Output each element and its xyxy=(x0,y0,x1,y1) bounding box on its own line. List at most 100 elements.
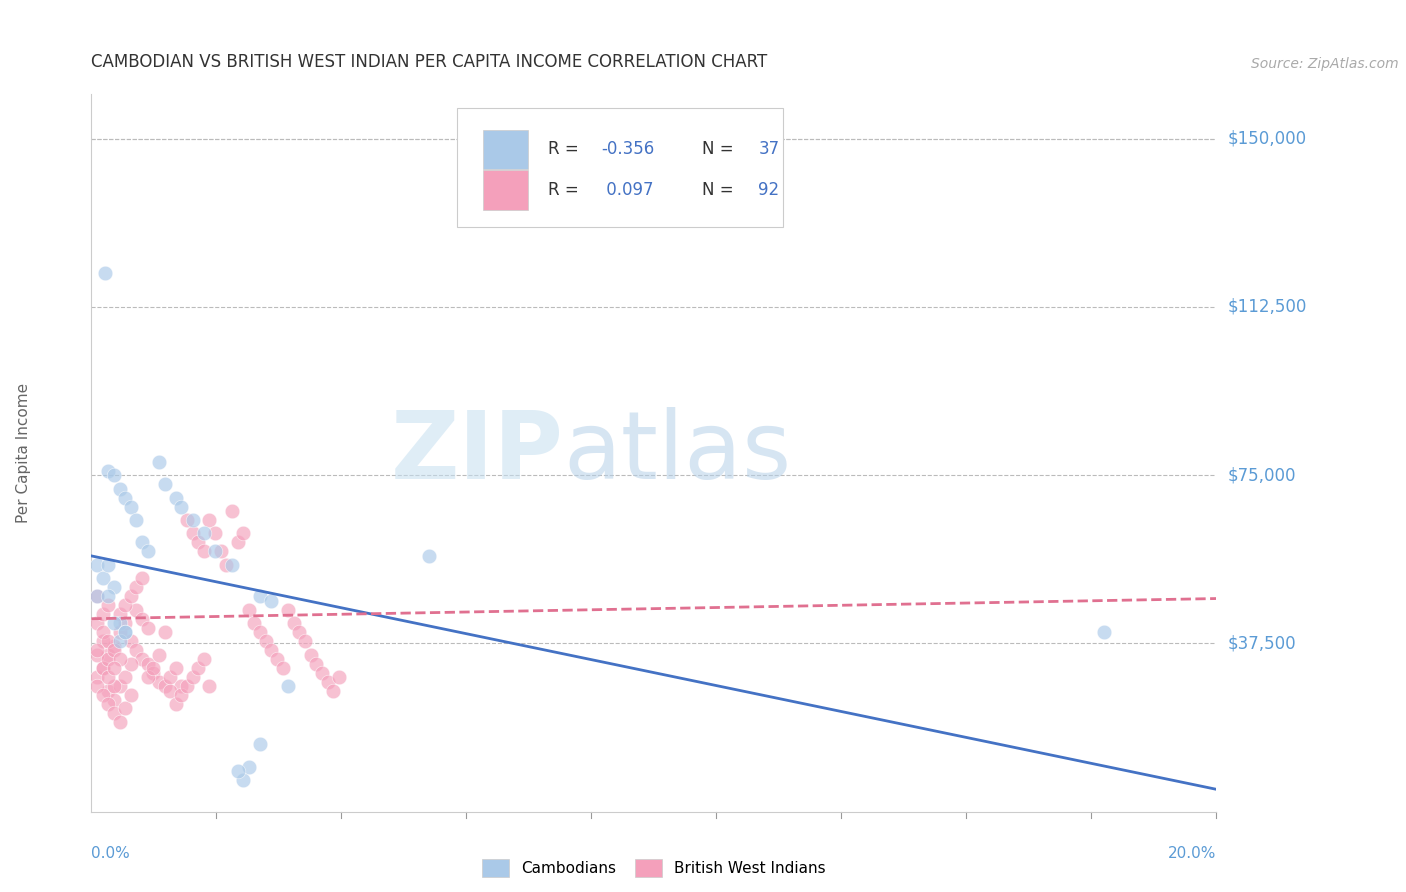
FancyBboxPatch shape xyxy=(482,170,527,210)
Point xyxy=(254,634,277,648)
Point xyxy=(108,714,131,729)
Point xyxy=(114,491,136,505)
Point xyxy=(97,670,120,684)
Point xyxy=(322,683,344,698)
Point xyxy=(125,643,148,657)
Point xyxy=(232,526,254,541)
Point xyxy=(181,513,204,527)
Point xyxy=(114,616,136,631)
Text: -0.356: -0.356 xyxy=(600,140,654,158)
FancyBboxPatch shape xyxy=(457,108,783,227)
Point xyxy=(108,616,131,631)
Point xyxy=(193,544,215,558)
Point xyxy=(238,760,260,774)
Point xyxy=(226,535,249,549)
Text: $150,000: $150,000 xyxy=(1227,129,1306,147)
Point xyxy=(108,625,131,640)
Point xyxy=(114,670,136,684)
Point xyxy=(108,607,131,622)
Point xyxy=(153,625,176,640)
Point xyxy=(103,468,125,483)
Text: R =: R = xyxy=(548,181,583,199)
Point xyxy=(97,652,120,666)
Point xyxy=(221,504,243,518)
Point xyxy=(187,661,209,675)
Text: Per Capita Income: Per Capita Income xyxy=(17,383,31,523)
Point xyxy=(125,603,148,617)
Point xyxy=(142,665,165,680)
Text: $75,000: $75,000 xyxy=(1227,467,1296,484)
Point xyxy=(136,670,159,684)
Point xyxy=(120,500,142,514)
Point xyxy=(131,612,153,626)
Point xyxy=(131,652,153,666)
Point xyxy=(103,706,125,720)
Point xyxy=(226,764,249,779)
Point xyxy=(86,589,108,603)
Point xyxy=(181,526,204,541)
Point xyxy=(103,661,125,675)
Point xyxy=(97,634,120,648)
Text: 20.0%: 20.0% xyxy=(1168,846,1216,861)
Point xyxy=(277,679,299,693)
Point xyxy=(283,616,305,631)
Point xyxy=(165,491,187,505)
Point xyxy=(91,688,114,702)
Point xyxy=(103,643,125,657)
Point xyxy=(153,679,176,693)
Point xyxy=(165,697,187,711)
Point xyxy=(271,661,294,675)
Point xyxy=(232,773,254,788)
Point xyxy=(86,648,108,662)
Point xyxy=(91,661,114,675)
Point xyxy=(187,535,209,549)
Point xyxy=(103,580,125,594)
Point xyxy=(305,657,328,671)
Point xyxy=(86,616,108,631)
Point xyxy=(299,648,322,662)
Point xyxy=(94,266,117,280)
Point xyxy=(120,688,142,702)
Point xyxy=(316,674,339,689)
Point xyxy=(91,607,114,622)
Point xyxy=(170,688,193,702)
Point xyxy=(198,513,221,527)
Point xyxy=(1092,625,1115,640)
Text: ZIP: ZIP xyxy=(391,407,564,499)
Text: N =: N = xyxy=(702,181,740,199)
Point xyxy=(142,661,165,675)
Point xyxy=(266,652,288,666)
Point xyxy=(260,643,283,657)
Text: 92: 92 xyxy=(758,181,779,199)
Point xyxy=(260,594,283,608)
Point xyxy=(249,738,271,752)
Point xyxy=(97,558,120,572)
Point xyxy=(97,683,120,698)
Point xyxy=(125,513,148,527)
Point xyxy=(86,679,108,693)
Point xyxy=(103,639,125,653)
Point xyxy=(108,482,131,496)
Point xyxy=(131,535,153,549)
Point xyxy=(114,625,136,640)
Point xyxy=(125,580,148,594)
Text: 37: 37 xyxy=(758,140,779,158)
Point xyxy=(136,657,159,671)
Point xyxy=(148,455,170,469)
Point xyxy=(120,589,142,603)
Point xyxy=(103,692,125,706)
Point xyxy=(103,679,125,693)
Point xyxy=(108,652,131,666)
Point xyxy=(86,589,108,603)
FancyBboxPatch shape xyxy=(482,129,527,169)
Point xyxy=(86,670,108,684)
Point xyxy=(136,544,159,558)
Point xyxy=(204,544,226,558)
Point xyxy=(91,661,114,675)
Point xyxy=(114,625,136,640)
Text: $112,500: $112,500 xyxy=(1227,298,1306,316)
Point xyxy=(97,697,120,711)
Point xyxy=(103,616,125,631)
Point xyxy=(91,571,114,585)
Point xyxy=(193,652,215,666)
